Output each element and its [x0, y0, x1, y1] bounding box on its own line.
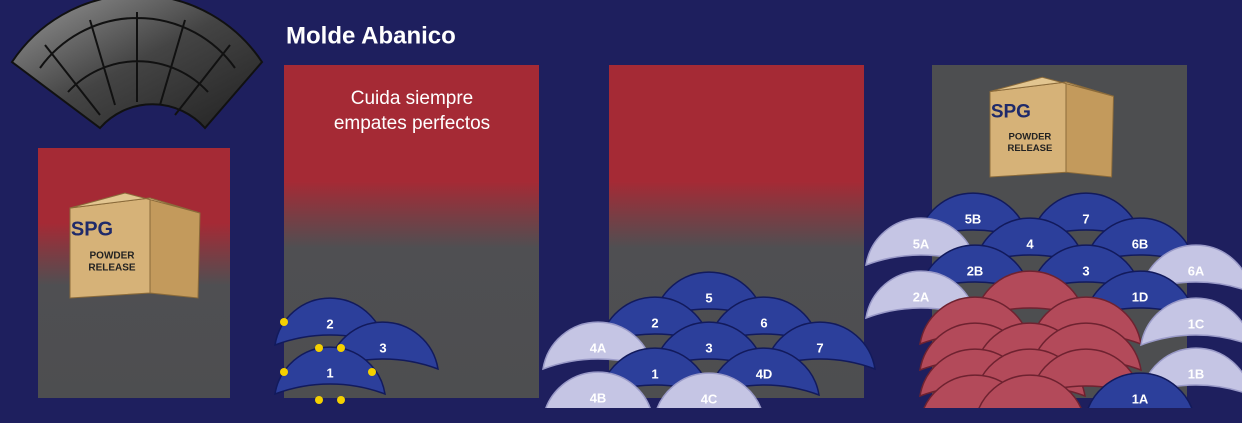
- piece-label: 4A: [590, 340, 607, 355]
- guide-dot: [280, 368, 288, 376]
- box-side: [1065, 81, 1114, 178]
- box-label: RELEASE: [1007, 143, 1052, 154]
- box-label: POWDER: [1009, 132, 1052, 143]
- piece-label: 1A: [1132, 391, 1149, 406]
- piece-label: 4: [1026, 236, 1034, 251]
- piece-label: 5B: [965, 211, 982, 226]
- piece-label: 1: [326, 365, 333, 380]
- guide-dot: [315, 344, 323, 352]
- fan-piece: [1087, 372, 1193, 408]
- piece-label: 1B: [1188, 366, 1205, 381]
- box-label: RELEASE: [88, 263, 136, 274]
- mold-image: [10, 0, 264, 130]
- piece-label: 1: [651, 366, 658, 381]
- piece-label: 1C: [1188, 316, 1205, 331]
- box-top: [69, 192, 201, 214]
- box-brand: SPG: [71, 218, 113, 240]
- piece-label: 3: [379, 340, 386, 355]
- fan-piece: [656, 372, 762, 408]
- piece-label: 4D: [756, 366, 773, 381]
- piece-label: 6A: [1188, 263, 1205, 278]
- piece-label: 5: [705, 290, 712, 305]
- piece-label: 7: [816, 340, 823, 355]
- piece-label: 3: [705, 340, 712, 355]
- piece-label: 6: [760, 315, 767, 330]
- box-label: POWDER: [90, 251, 136, 262]
- piece-label: 4B: [590, 390, 607, 405]
- fan-piece: [545, 371, 651, 408]
- guide-dot: [315, 396, 323, 404]
- box-brand: SPG: [991, 101, 1031, 122]
- box-front: [989, 81, 1067, 178]
- guide-dot: [368, 368, 376, 376]
- box-top: [989, 76, 1114, 97]
- title: Molde Abanico: [286, 22, 456, 49]
- box-side: [149, 197, 201, 299]
- guide-dot: [337, 344, 345, 352]
- piece-label: 2: [326, 316, 333, 331]
- piece-label: 5A: [913, 236, 930, 251]
- piece-label: 1D: [1132, 289, 1149, 304]
- piece-label: 2: [651, 315, 658, 330]
- box-front: [69, 197, 151, 299]
- guide-dot: [280, 318, 288, 326]
- piece-label: 3: [1082, 263, 1089, 278]
- panel-text: Cuida siempre: [351, 88, 474, 109]
- fan-piece: [1140, 297, 1242, 347]
- stamped-piece: [978, 374, 1082, 408]
- panel-text: empates perfectos: [334, 113, 490, 134]
- piece-label: 2B: [967, 263, 984, 278]
- piece-label: 7: [1082, 211, 1089, 226]
- piece-label: 2A: [913, 289, 930, 304]
- piece-label: 4C: [701, 391, 718, 406]
- piece-label: 6B: [1132, 236, 1149, 251]
- fan-piece: [274, 346, 386, 396]
- guide-dot: [337, 396, 345, 404]
